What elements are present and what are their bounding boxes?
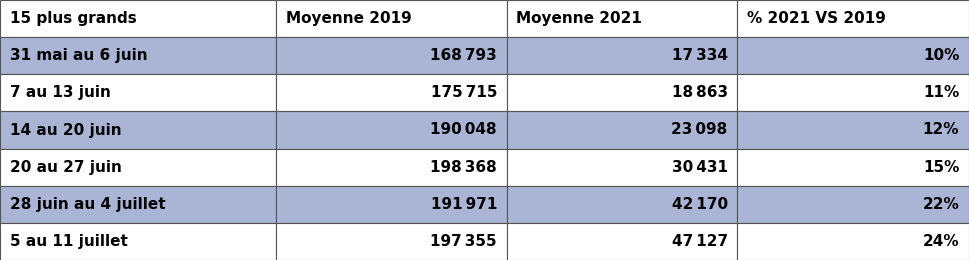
Text: 42 170: 42 170 — [672, 197, 728, 212]
Text: 175 715: 175 715 — [430, 85, 497, 100]
Text: 23 098: 23 098 — [672, 122, 728, 138]
Text: 5 au 11 juillet: 5 au 11 juillet — [10, 234, 128, 249]
Bar — [276, 74, 507, 112]
Text: 191 971: 191 971 — [431, 197, 497, 212]
Text: 28 juin au 4 juillet: 28 juin au 4 juillet — [10, 197, 166, 212]
Text: 14 au 20 juin: 14 au 20 juin — [10, 122, 121, 138]
Text: 24%: 24% — [922, 234, 959, 249]
Bar — [0, 37, 276, 74]
Bar — [0, 0, 276, 37]
Bar — [737, 74, 969, 112]
Bar — [737, 112, 969, 148]
Bar — [276, 112, 507, 148]
Text: 18 863: 18 863 — [672, 85, 728, 100]
Text: 190 048: 190 048 — [430, 122, 497, 138]
Bar — [737, 148, 969, 186]
Bar — [737, 37, 969, 74]
Text: 22%: 22% — [922, 197, 959, 212]
Bar — [276, 0, 507, 37]
Text: 12%: 12% — [922, 122, 959, 138]
Text: 17 334: 17 334 — [672, 48, 728, 63]
Bar — [276, 186, 507, 223]
Text: 197 355: 197 355 — [430, 234, 497, 249]
Bar — [507, 112, 737, 148]
Bar — [507, 0, 737, 37]
Bar — [0, 186, 276, 223]
Text: 15%: 15% — [922, 160, 959, 175]
Bar — [507, 223, 737, 260]
Bar — [276, 223, 507, 260]
Text: Moyenne 2021: Moyenne 2021 — [516, 11, 642, 26]
Bar — [507, 74, 737, 112]
Text: % 2021 VS 2019: % 2021 VS 2019 — [747, 11, 886, 26]
Bar — [276, 37, 507, 74]
Text: 47 127: 47 127 — [672, 234, 728, 249]
Bar — [737, 186, 969, 223]
Bar — [0, 223, 276, 260]
Bar — [0, 148, 276, 186]
Text: 30 431: 30 431 — [672, 160, 728, 175]
Text: 198 368: 198 368 — [430, 160, 497, 175]
Text: 10%: 10% — [922, 48, 959, 63]
Text: 7 au 13 juin: 7 au 13 juin — [10, 85, 110, 100]
Bar — [0, 74, 276, 112]
Bar — [507, 148, 737, 186]
Bar — [276, 148, 507, 186]
Text: 15 plus grands: 15 plus grands — [10, 11, 137, 26]
Bar — [0, 112, 276, 148]
Text: 20 au 27 juin: 20 au 27 juin — [10, 160, 121, 175]
Text: 31 mai au 6 juin: 31 mai au 6 juin — [10, 48, 147, 63]
Text: 11%: 11% — [923, 85, 959, 100]
Bar — [737, 0, 969, 37]
Text: Moyenne 2019: Moyenne 2019 — [286, 11, 412, 26]
Bar — [507, 37, 737, 74]
Bar — [507, 186, 737, 223]
Bar — [737, 223, 969, 260]
Text: 168 793: 168 793 — [430, 48, 497, 63]
